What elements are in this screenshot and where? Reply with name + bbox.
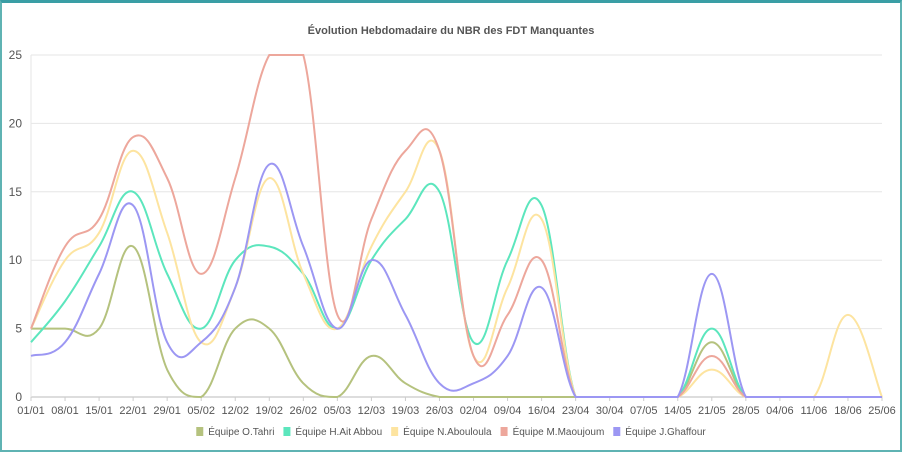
x-tick-label: 22/01: [119, 405, 147, 417]
legend-label: Équipe H.Ait Abbou: [295, 425, 382, 438]
series-line-2: [31, 184, 882, 397]
x-tick-label: 19/03: [392, 405, 420, 417]
y-axis: 0 5 10 15 20 25: [9, 48, 31, 404]
legend-item[interactable]: Équipe H.Ait Abbou: [283, 425, 382, 438]
x-tick-label: 08/01: [51, 405, 79, 417]
y-tick-label: 15: [9, 185, 23, 199]
legend-swatch: [196, 427, 203, 436]
legend-item[interactable]: Équipe O.Tahri: [196, 425, 274, 438]
x-tick-label: 04/06: [766, 405, 794, 417]
x-tick-label: 25/06: [868, 405, 896, 417]
y-tick-label: 25: [9, 48, 23, 62]
grid-lines: [31, 55, 882, 397]
series-line-5: [31, 164, 882, 397]
legend-label: Équipe J.Ghaffour: [625, 425, 706, 438]
y-tick-label: 5: [15, 322, 22, 336]
legend-swatch: [501, 427, 508, 436]
x-tick-label: 14/05: [664, 405, 692, 417]
legend[interactable]: Équipe O.Tahri Équipe H.Ait Abbou Équipe N…: [196, 425, 706, 438]
y-tick-label: 20: [9, 116, 23, 130]
legend-label: Équipe M.Maoujoum: [513, 425, 605, 438]
legend-item[interactable]: Équipe J.Ghaffour: [613, 425, 706, 438]
x-tick-label: 09/04: [494, 405, 522, 417]
x-tick-label: 07/05: [630, 405, 658, 417]
x-tick-label: 02/04: [460, 405, 488, 417]
series-lines: [31, 55, 882, 397]
x-tick-label: 28/05: [732, 405, 760, 417]
x-tick-label: 15/01: [85, 405, 113, 417]
x-tick-label: 16/04: [528, 405, 556, 417]
x-tick-label: 05/02: [187, 405, 215, 417]
x-tick-label: 29/01: [153, 405, 181, 417]
x-tick-label: 12/02: [221, 405, 249, 417]
x-tick-label: 12/03: [358, 405, 386, 417]
legend-item[interactable]: Équipe M.Maoujoum: [501, 425, 605, 438]
x-tick-label: 21/05: [698, 405, 726, 417]
x-tick-label: 19/02: [256, 405, 284, 417]
x-tick-label: 18/06: [834, 405, 862, 417]
x-tick-label: 26/02: [290, 405, 318, 417]
x-tick-label: 11/06: [801, 405, 828, 417]
line-chart: Évolution Hebdomadaire du NBR des FDT Ma…: [2, 3, 900, 450]
legend-item[interactable]: Équipe N.Abouloula: [391, 425, 492, 438]
x-tick-label: 30/04: [596, 405, 624, 417]
x-tick-label: 05/03: [324, 405, 352, 417]
legend-swatch: [283, 427, 290, 436]
legend-swatch: [391, 427, 398, 436]
legend-label: Équipe O.Tahri: [208, 425, 274, 438]
x-tick-label: 23/04: [562, 405, 590, 417]
y-tick-label: 10: [9, 253, 23, 267]
legend-swatch: [613, 427, 620, 436]
x-tick-label: 26/03: [426, 405, 454, 417]
chart-title: Évolution Hebdomadaire du NBR des FDT Ma…: [308, 24, 595, 37]
x-tick-label: 01/01: [17, 405, 45, 417]
series-line-4: [31, 55, 882, 397]
legend-label: Équipe N.Abouloula: [403, 425, 492, 438]
y-tick-label: 0: [15, 390, 22, 404]
x-axis: 01/01 08/01 15/01 22/01 29/01 05/02 12/02 19/02…: [17, 397, 896, 417]
